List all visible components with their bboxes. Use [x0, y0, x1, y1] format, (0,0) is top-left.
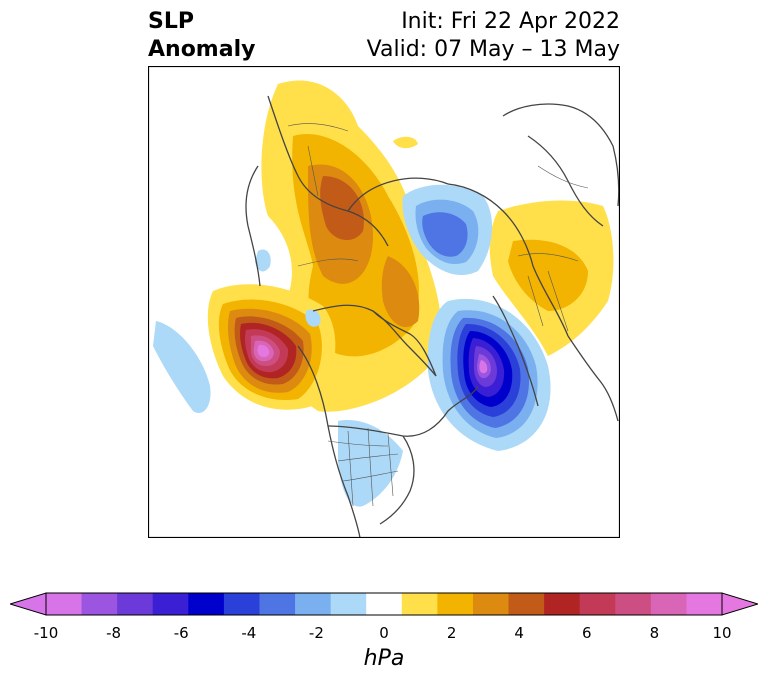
coastlines — [245, 95, 620, 538]
colorbar-segment — [472, 593, 510, 615]
colorbar-segment — [295, 593, 332, 615]
colorbar-segment — [544, 593, 581, 615]
colorbar-tick-label: -8 — [106, 624, 122, 642]
colorbar-tick-label: -10 — [33, 624, 59, 642]
colorbar-under-arrow — [10, 592, 47, 616]
colorbar-segment — [650, 593, 687, 615]
colorbar-segment — [686, 593, 723, 615]
title-line-1: SLP — [148, 9, 194, 34]
colorbar-over-arrow — [721, 592, 758, 616]
colorbar-segment — [152, 593, 189, 615]
colorbar-segment — [223, 593, 260, 615]
colorbar-unit: hPa — [363, 646, 405, 671]
colorbar-segment — [46, 593, 83, 615]
colorbar-tick-label: 4 — [514, 624, 524, 642]
colorbar-tick-label: 0 — [379, 624, 389, 642]
colorbar-segment — [81, 593, 118, 615]
colorbar-tick-label: 6 — [582, 624, 592, 642]
positive-anomaly-pacific — [207, 284, 336, 410]
colorbar-segment — [366, 593, 403, 615]
colorbar-segment — [401, 593, 438, 615]
negative-anomaly-siberia — [402, 184, 493, 276]
negative-anomaly-atlantic — [427, 298, 551, 451]
map-frame — [148, 66, 620, 538]
colorbar-tick-label: 10 — [712, 624, 732, 642]
colorbar — [10, 592, 758, 616]
colorbar-segments — [46, 593, 723, 615]
colorbar-tick-label: -4 — [241, 624, 257, 642]
map-title: SLP Anomaly — [148, 8, 255, 64]
valid-range: Valid: 07 May – 13 May — [366, 37, 620, 62]
forecast-dates: Init: Fri 22 Apr 2022 Valid: 07 May – 13… — [367, 8, 620, 64]
colorbar-segment — [330, 593, 367, 615]
colorbar-tick-label: 8 — [649, 624, 660, 642]
colorbar-segment — [117, 593, 154, 615]
country-borders — [287, 123, 589, 507]
colorbar-outline — [45, 592, 723, 616]
init-date: Init: Fri 22 Apr 2022 — [401, 9, 620, 34]
colorbar-tick-label: -2 — [308, 624, 324, 642]
colorbar-segment — [615, 593, 652, 615]
colorbar-segment — [508, 593, 545, 615]
title-line-2: Anomaly — [148, 37, 256, 62]
slp-anomaly-map — [148, 66, 620, 538]
colorbar-tick-label: 2 — [446, 624, 457, 642]
colorbar-segment — [188, 593, 225, 615]
colorbar-segment — [579, 593, 616, 615]
colorbar-tick-label: -6 — [173, 624, 189, 642]
colorbar-segment — [259, 593, 296, 615]
colorbar-segment — [437, 593, 474, 615]
